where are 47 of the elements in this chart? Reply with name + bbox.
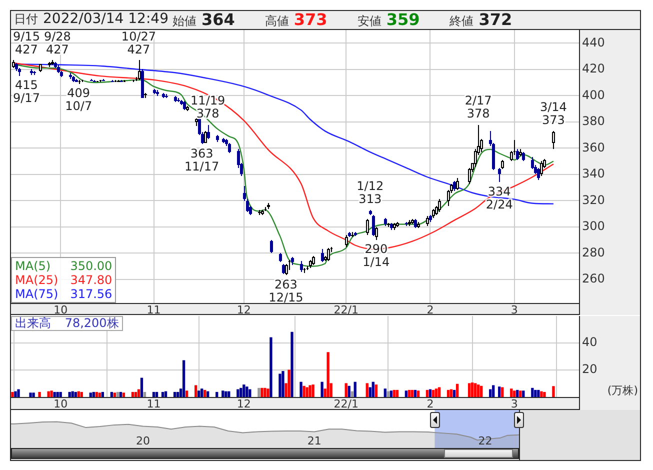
x-tick-label: 11 <box>146 303 161 316</box>
x-tick-label: 12 <box>236 397 251 410</box>
y-tick-label: 40 <box>582 335 598 350</box>
annotation: 409 10/7 <box>65 86 92 113</box>
y-tick-label: 380 <box>582 114 605 128</box>
x-tick-label: 20 <box>136 434 150 448</box>
annotation: 3/14 373 <box>540 100 567 128</box>
text: 安値 359 <box>357 10 420 30</box>
y-tick-label: 320 <box>582 192 605 207</box>
x-tick-label: 22 <box>478 434 492 448</box>
annotation: 9/15 427 <box>12 29 40 56</box>
text: MA(75) 317.56 <box>15 287 112 301</box>
text: MA(25) 347.80 <box>15 273 112 287</box>
x-tick-label: 3 <box>510 303 518 316</box>
x-tick-label: 3 <box>510 397 518 410</box>
text: 始値 364 <box>172 10 235 30</box>
annotation: 415 9/17 <box>12 78 40 106</box>
text: 日付 2022/03/14 12:49 <box>14 11 168 28</box>
annotation: 363 11/17 <box>184 146 220 174</box>
text: MA(5) 350.00 <box>15 259 112 273</box>
y-tick-label: 20 <box>582 362 598 376</box>
x-tick-label: 12 <box>236 303 251 316</box>
x-tick-label: 11 <box>146 397 161 410</box>
y-tick-label: 300 <box>582 219 605 233</box>
x-tick-label: 10 <box>54 397 68 410</box>
x-tick-label: 2 <box>426 303 434 316</box>
annotation: 10/27 427 <box>121 29 156 56</box>
chart-title: 出来高 78,200株 <box>11 316 123 331</box>
y-tick-label: 340 <box>582 166 605 180</box>
x-tick-label: 2 <box>426 397 434 410</box>
y-axis-title: (万株) <box>607 383 638 398</box>
text: 終値 372 <box>450 10 512 30</box>
text: 高値 373 <box>264 10 328 30</box>
annotation: 1/12 313 <box>356 178 384 206</box>
x-tick-label: 21 <box>307 434 322 448</box>
x-tick-label: 22/1 <box>334 397 358 410</box>
annotation: 2/17 378 <box>464 94 492 121</box>
y-tick-label: 260 <box>582 272 605 286</box>
y-tick-label: 440 <box>582 35 605 50</box>
y-tick-label: 360 <box>582 140 605 154</box>
y-tick-label: 420 <box>582 62 605 76</box>
annotation: 263 12/15 <box>268 278 304 305</box>
annotation: 9/28 427 <box>44 29 71 56</box>
y-tick-label: 400 <box>582 88 605 102</box>
y-tick-label: 280 <box>582 245 605 260</box>
x-tick-label: 10 <box>54 303 68 316</box>
x-tick-label: 22/1 <box>334 303 358 316</box>
